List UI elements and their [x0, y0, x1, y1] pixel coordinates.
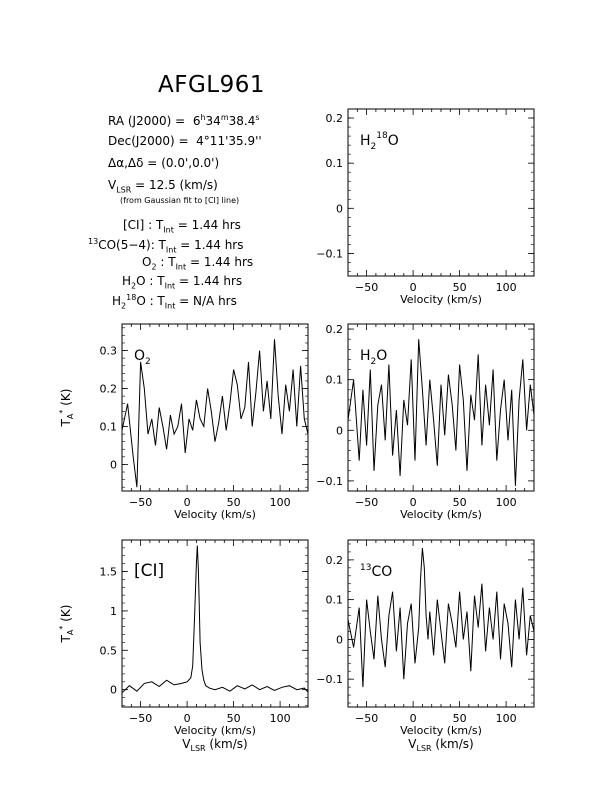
y-axis-label: TA* (K)	[58, 389, 75, 428]
x-tick-label: 0	[184, 496, 191, 509]
vlsr-note: (from Gaussian fit to [CI] line)	[120, 196, 240, 205]
x-tick-label: −50	[355, 496, 378, 509]
dec-value: 4°11'35.9''	[192, 134, 262, 148]
y-tick-label: 0.1	[100, 420, 118, 433]
tint-row-h218o: H218O : TInt = N/A hrs	[112, 293, 237, 311]
page-title: AFGL961	[158, 72, 265, 98]
panel-label: O2	[134, 348, 151, 367]
panel-label: H2O	[360, 348, 387, 367]
tint-row-13co: 13CO(5−4): TInt = 1.44 hrs	[88, 237, 244, 255]
ra-value: 6h34m38.4s	[189, 113, 260, 128]
y-tick-label: −0.1	[316, 247, 343, 260]
y-tick-label: 0.2	[326, 112, 344, 125]
x-axis-label: Velocity (km/s)	[174, 724, 256, 737]
panel-label: H218O	[360, 131, 399, 152]
y-tick-label: 0.2	[326, 554, 344, 567]
spectrum-line	[121, 339, 309, 488]
plot-frame	[121, 323, 309, 492]
x-axis-label: Velocity (km/s)	[400, 724, 482, 737]
dec-label: Dec(J2000) =	[108, 134, 189, 148]
x-axis-label-vlsr: VLSR (km/s)	[182, 737, 247, 753]
offset-value: (0.0',0.0')	[161, 156, 220, 170]
x-tick-label: 50	[453, 712, 467, 725]
x-tick-label: 50	[453, 496, 467, 509]
y-tick-label: 0.1	[326, 374, 344, 387]
y-tick-label: 1.5	[100, 566, 118, 579]
spectrum-line	[347, 339, 535, 486]
x-tick-label: 50	[453, 281, 467, 294]
x-tick-label: 0	[410, 496, 417, 509]
y-tick-label: 0	[336, 202, 343, 215]
dec-line: Dec(J2000) = 4°11'35.9''	[108, 134, 262, 148]
x-tick-label: −50	[355, 281, 378, 294]
x-tick-label: −50	[129, 496, 152, 509]
y-tick-label: 0	[336, 633, 343, 646]
x-tick-label: −50	[355, 712, 378, 725]
y-tick-label: 0	[336, 424, 343, 437]
x-tick-label: 0	[184, 712, 191, 725]
y-tick-label: 0.1	[326, 594, 344, 607]
vlsr-value: 12.5 (km/s)	[149, 178, 218, 192]
x-tick-label: 100	[496, 496, 517, 509]
x-tick-label: 50	[227, 712, 241, 725]
vlsr-line: VLSR = 12.5 (km/s)	[108, 178, 218, 194]
y-axis-label: TA* (K)	[58, 605, 75, 644]
ra-line: RA (J2000) = 6h34m38.4s	[108, 113, 260, 128]
y-tick-label: 0	[110, 684, 117, 697]
spectrum-line	[347, 547, 535, 688]
tint-row-o2: O2 : TInt = 1.44 hrs	[142, 255, 254, 272]
y-tick-label: −0.1	[316, 673, 343, 686]
panel-label: 13CO	[360, 563, 392, 580]
tint-row-h2o: H2O : TInt = 1.44 hrs	[122, 274, 243, 291]
y-tick-label: 0.1	[326, 157, 344, 170]
y-tick-label: 0.3	[100, 345, 118, 358]
x-axis-label: Velocity (km/s)	[400, 508, 482, 521]
x-tick-label: 100	[270, 496, 291, 509]
x-tick-label: 0	[410, 281, 417, 294]
y-tick-label: 0	[110, 458, 117, 471]
x-tick-label: 100	[270, 712, 291, 725]
x-tick-label: 100	[496, 712, 517, 725]
tint-row-ci: [CI] : TInt = 1.44 hrs	[123, 218, 241, 235]
x-axis-label-vlsr: VLSR (km/s)	[408, 737, 473, 753]
y-tick-label: 1	[110, 605, 117, 618]
y-tick-label: 0.2	[326, 323, 344, 336]
y-tick-label: 0.2	[100, 383, 118, 396]
x-tick-label: −50	[129, 712, 152, 725]
x-tick-label: 50	[227, 496, 241, 509]
y-tick-label: 0.5	[100, 644, 118, 657]
y-tick-label: −0.1	[316, 475, 343, 488]
x-tick-label: 0	[410, 712, 417, 725]
offset-label: Δα,Δδ =	[108, 156, 158, 170]
ra-label: RA (J2000) =	[108, 114, 186, 128]
offset-line: Δα,Δδ = (0.0',0.0')	[108, 156, 219, 170]
x-tick-label: 100	[496, 281, 517, 294]
x-axis-label: Velocity (km/s)	[400, 293, 482, 306]
spectrum-line	[121, 545, 309, 694]
x-axis-label: Velocity (km/s)	[174, 508, 256, 521]
vlsr-label: VLSR =	[108, 178, 146, 195]
panel-label: [CI]	[134, 561, 164, 581]
